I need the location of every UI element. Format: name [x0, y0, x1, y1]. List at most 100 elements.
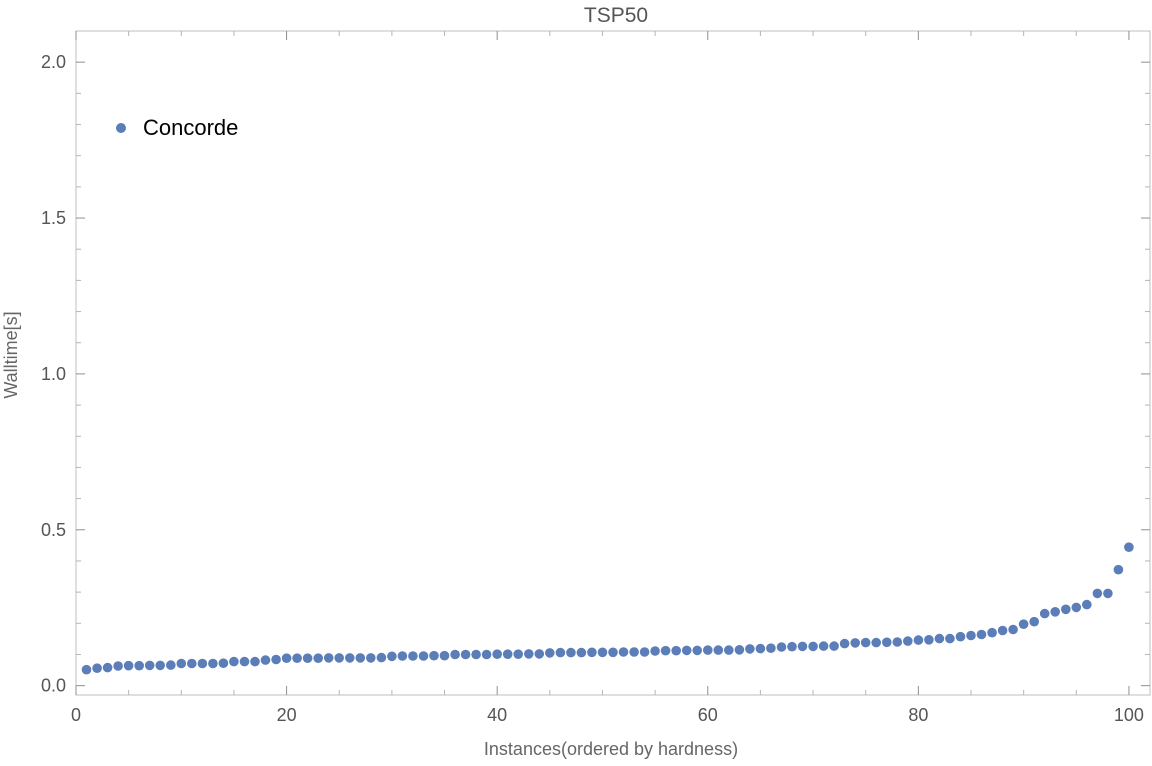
data-point [639, 647, 650, 657]
data-point [281, 653, 292, 663]
legend-label: Concorde [143, 115, 238, 140]
data-point [776, 642, 787, 652]
data-point [976, 629, 987, 640]
data-point [808, 641, 818, 652]
data-point [945, 633, 955, 644]
data-point [576, 647, 587, 658]
data-points [81, 542, 1134, 675]
data-point [229, 656, 239, 667]
data-point [839, 638, 850, 649]
data-point [345, 653, 355, 663]
data-point [871, 637, 881, 648]
data-point [471, 649, 481, 660]
data-point [492, 649, 503, 659]
data-point [155, 660, 165, 671]
data-point [671, 645, 681, 656]
data-point [650, 646, 660, 656]
legend-marker [116, 123, 126, 133]
data-point [166, 660, 176, 670]
x-tick-label: 100 [1114, 705, 1144, 725]
data-point [524, 649, 534, 659]
data-point [587, 647, 597, 658]
y-tick-label: 2.0 [41, 52, 66, 72]
data-point [724, 645, 734, 655]
data-point [934, 633, 945, 644]
data-point [1050, 607, 1060, 617]
data-point [197, 658, 208, 669]
data-point [92, 663, 102, 673]
data-point [271, 654, 281, 665]
data-point [387, 651, 397, 662]
data-point [882, 637, 892, 648]
y-tick-label: 1.5 [41, 208, 66, 228]
data-point [818, 641, 829, 651]
data-point [123, 660, 134, 671]
data-point [323, 653, 334, 663]
x-tick-label: 20 [277, 705, 297, 725]
axis-tick-labels: 0 20 40 60 80 100 0.0 0.5 1.0 1.5 2.0 [41, 52, 1144, 725]
y-tick-label: 0.0 [41, 676, 66, 696]
data-point [545, 648, 555, 658]
data-point [418, 651, 429, 661]
data-point [81, 664, 92, 675]
legend: Concorde [116, 115, 238, 140]
data-point [1039, 608, 1050, 619]
data-point [292, 653, 302, 663]
data-point [618, 647, 629, 657]
plot-frame [75, 30, 1151, 696]
data-point [376, 652, 387, 663]
axis-ticks [75, 31, 1150, 695]
data-point [366, 653, 376, 663]
data-point [334, 653, 345, 663]
data-point [502, 649, 513, 659]
data-point [608, 647, 618, 658]
data-point [745, 644, 755, 654]
data-point [513, 649, 523, 659]
data-point [903, 636, 913, 646]
data-point [481, 649, 492, 660]
data-point [692, 645, 702, 656]
chart-title: TSP50 [584, 4, 648, 27]
data-point [1113, 564, 1124, 575]
data-point [313, 653, 324, 663]
data-point [966, 630, 976, 641]
data-point [892, 637, 903, 647]
data-point [208, 658, 218, 669]
data-point [566, 647, 576, 658]
x-tick-label: 0 [71, 705, 81, 725]
data-point [1071, 602, 1082, 613]
data-point [860, 637, 871, 648]
data-point [597, 647, 608, 658]
data-point [144, 660, 155, 671]
data-point [450, 649, 460, 660]
data-point [439, 650, 450, 661]
data-point [1092, 588, 1103, 599]
data-point [1103, 588, 1113, 599]
data-point [987, 627, 997, 638]
data-point [113, 661, 123, 671]
data-point [755, 643, 766, 654]
data-point [734, 645, 745, 655]
data-point [629, 647, 639, 657]
data-point [176, 658, 187, 669]
data-point [1124, 542, 1134, 552]
data-point [787, 641, 797, 652]
data-point [302, 653, 313, 663]
x-axis-label: Instances(ordered by hardness) [484, 739, 738, 759]
data-point [460, 649, 471, 660]
data-point [397, 651, 408, 661]
x-tick-label: 80 [908, 705, 928, 725]
data-point [239, 656, 250, 667]
data-point [1018, 619, 1029, 629]
data-point [924, 635, 934, 645]
y-tick-label: 0.5 [41, 520, 66, 540]
data-point [1008, 624, 1018, 635]
data-point [681, 645, 692, 656]
data-point [1082, 599, 1092, 610]
data-point [1061, 604, 1071, 615]
data-point [660, 645, 671, 656]
data-point [260, 655, 271, 665]
data-point [218, 658, 229, 668]
data-point [829, 641, 839, 651]
